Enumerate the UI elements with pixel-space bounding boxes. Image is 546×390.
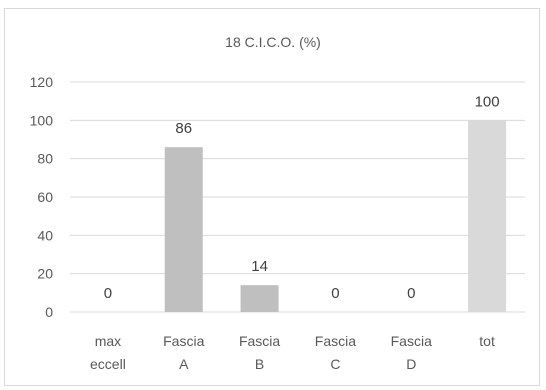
x-category-label: C	[330, 356, 340, 372]
data-label-1: 86	[175, 120, 192, 137]
y-axis-ticks: 0 20 40 60 80 100 120	[30, 74, 54, 320]
y-tick-label: 40	[37, 227, 53, 243]
bar-2	[240, 285, 279, 312]
data-label-3: 0	[331, 285, 339, 302]
y-tick-label: 60	[37, 189, 53, 205]
chart-title: 18 C.I.C.O. (%)	[225, 34, 321, 50]
y-tick-label: 120	[30, 74, 54, 90]
grid-layer	[70, 81, 525, 313]
x-category-label: Fascia	[315, 333, 356, 349]
x-category-label: tot	[479, 333, 495, 349]
x-category-label: Fascia	[163, 333, 204, 349]
x-category-label: eccell	[90, 356, 126, 372]
bar-5	[468, 120, 507, 312]
bars	[164, 120, 507, 312]
y-tick-label: 0	[45, 304, 53, 320]
x-category-label: D	[406, 356, 416, 372]
x-category-label: Fascia	[391, 333, 432, 349]
data-label-0: 0	[104, 285, 112, 302]
x-category-label: A	[179, 356, 189, 372]
data-labels: 0 86 14 0 0 100	[104, 93, 500, 302]
data-label-5: 100	[475, 93, 500, 110]
y-tick-label: 20	[37, 266, 53, 282]
x-category-label: B	[255, 356, 264, 372]
x-category-label: max	[95, 333, 121, 349]
bar-1	[164, 147, 203, 312]
data-label-4: 0	[407, 285, 415, 302]
x-category-label: Fascia	[239, 333, 280, 349]
y-tick-label: 80	[37, 151, 53, 167]
data-label-2: 14	[251, 258, 268, 275]
y-tick-label: 100	[30, 112, 54, 128]
